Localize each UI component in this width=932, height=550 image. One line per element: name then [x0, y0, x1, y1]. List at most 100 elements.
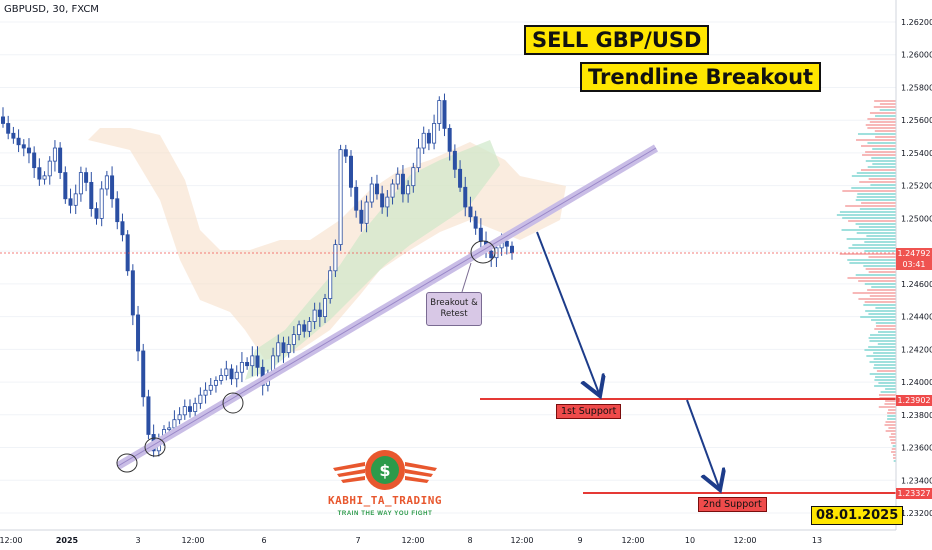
volume-profile-bar	[865, 160, 896, 162]
volume-profile-bar	[868, 337, 896, 339]
volume-profile-bar	[860, 169, 896, 171]
volume-profile-bar	[890, 439, 896, 441]
candle	[177, 407, 182, 425]
volume-profile-bar	[848, 247, 896, 249]
price-axis[interactable]: 1.26200 1.26000 1.25800 1.25600 1.25400 1.252…	[895, 0, 932, 550]
time-tick-label: 7	[355, 536, 360, 545]
volume-profile-bar	[873, 367, 896, 369]
candle	[390, 179, 395, 205]
volume-profile-bar	[873, 352, 896, 354]
time-tick-label: 12:00	[510, 536, 533, 545]
current-price-tag: 1.24792 03:41	[896, 248, 932, 270]
volume-profile-bar	[892, 445, 896, 447]
time-tick-label: 12:00	[181, 536, 204, 545]
time-tick-label: 12:00	[733, 536, 756, 545]
support2-label: 2nd Support	[698, 497, 767, 512]
candle	[348, 150, 353, 197]
volume-profile-bar	[867, 127, 896, 129]
volume-profile-bar	[893, 454, 896, 456]
volume-profile-bar	[859, 181, 896, 183]
breakout-retest-label: Breakout & Retest	[426, 292, 482, 326]
volume-profile-bar	[856, 172, 896, 174]
volume-profile-bar	[852, 292, 896, 294]
candle	[447, 124, 452, 161]
volume-profile-bar	[875, 322, 896, 324]
candle	[104, 170, 109, 196]
volume-profile-bar	[865, 268, 896, 270]
volume-profile-bar	[868, 256, 896, 258]
candle	[323, 293, 328, 324]
volume-profile-bar	[875, 115, 896, 117]
candle	[281, 336, 286, 363]
candle	[182, 399, 187, 420]
candle	[411, 162, 416, 193]
candle	[369, 176, 374, 208]
volume-profile-bar	[884, 424, 896, 426]
volume-profile-bar	[889, 436, 896, 438]
candle	[146, 389, 151, 440]
date-stamp: 08.01.2025	[811, 506, 904, 525]
time-tick-label: 2025	[56, 536, 79, 545]
breakout-label-line2: Retest	[440, 309, 468, 319]
price-tick-label: 1.24200	[901, 345, 932, 354]
volume-profile-bar	[848, 220, 896, 222]
candle	[307, 317, 312, 338]
volume-profile-bar	[874, 328, 896, 330]
candle	[136, 305, 141, 362]
volume-profile-bar	[839, 211, 896, 213]
volume-profile-bar	[885, 430, 896, 432]
candle	[58, 142, 63, 179]
candle	[219, 368, 224, 385]
logo-name: KABHI_TA_TRADING	[328, 494, 442, 507]
volume-profile-bar	[863, 304, 896, 306]
candle	[16, 129, 21, 153]
candle	[395, 167, 400, 190]
candle	[509, 241, 514, 260]
candle	[432, 114, 437, 150]
volume-profile-bar	[876, 325, 896, 327]
candle	[11, 126, 16, 144]
volume-profile-bar	[869, 373, 896, 375]
volume-profile-bar	[855, 199, 896, 201]
volume-profile-bar	[876, 370, 896, 372]
candle	[421, 126, 426, 154]
volume-profile-bar	[871, 157, 896, 159]
volume-profile-bar	[855, 274, 896, 276]
candle	[286, 336, 291, 358]
volume-profile-bar	[867, 166, 896, 168]
candle	[73, 184, 78, 215]
trendline[interactable]	[115, 144, 659, 470]
volume-profile-bar	[868, 178, 896, 180]
candle	[0, 107, 6, 128]
volume-profile-bar	[867, 142, 896, 144]
bar-countdown: 03:41	[902, 260, 926, 269]
volume-profile-bar	[865, 124, 896, 126]
candle	[99, 181, 104, 227]
volume-profile-bar	[871, 286, 896, 288]
volume-profile-bar	[861, 145, 896, 147]
volume-profile-bar	[887, 415, 896, 417]
volume-profile-bar	[858, 226, 896, 228]
volume-profile-bar	[878, 406, 896, 408]
touch-circle	[222, 392, 244, 414]
candle	[468, 196, 473, 223]
price-tick-label: 1.23600	[901, 444, 932, 453]
cloud-area-bull	[245, 140, 500, 380]
candle	[406, 180, 411, 203]
candle	[6, 115, 11, 140]
price-axis-bg	[896, 0, 932, 550]
time-tick-label: 12:00	[621, 536, 644, 545]
price-tick-label: 1.23400	[901, 476, 932, 485]
volume-profile-bar	[891, 451, 896, 453]
volume-profile-bar	[888, 409, 896, 411]
time-axis[interactable]: 12:00 2025 3 12:00 6 7 12:00 8 12:00 9 12:00 10 12:0…	[0, 529, 896, 545]
candle	[380, 185, 385, 214]
candlestick-series	[0, 93, 514, 458]
volume-profile-bar	[841, 229, 896, 231]
price-tick-label: 1.26000	[901, 51, 932, 60]
candle	[21, 139, 26, 157]
volume-profile-bar	[891, 442, 896, 444]
price-tick-label: 1.25800	[901, 83, 932, 92]
volume-profile-bar	[856, 196, 896, 198]
